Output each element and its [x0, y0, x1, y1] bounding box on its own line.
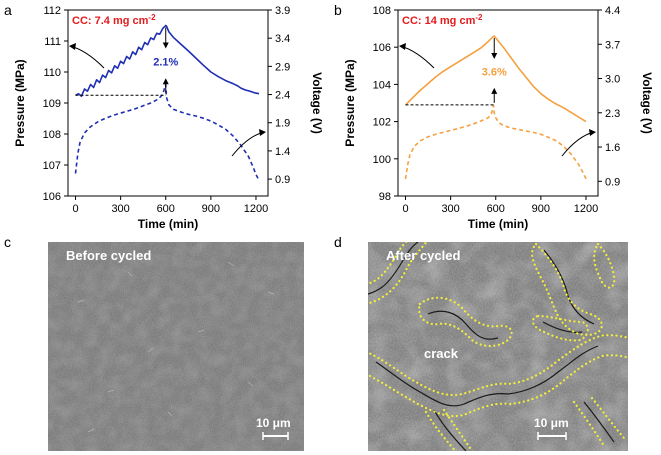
chart-b: 0 300 600 900 1200 98 100 102 104 106 108 0.9 1.6 2.3… — [343, 5, 654, 231]
chart-a-xtick-label: 900 — [202, 203, 220, 215]
chart-a-pointer-right-head — [259, 129, 266, 136]
chart-a-y2label: Voltage (V) — [310, 72, 324, 134]
panel-letter-d: d — [334, 234, 342, 250]
scalebar-label-c: 10 μm — [256, 416, 291, 430]
chart-b-xtick-label: 0 — [402, 203, 408, 215]
chart-a-xtick-label: 1200 — [244, 203, 268, 215]
chart-b-xlabel: Time (min) — [468, 217, 528, 231]
sem-label-crack: crack — [424, 346, 458, 361]
chart-a-y2tick-label: 3.9 — [275, 5, 290, 17]
chart-a-delta-arrowhead-up — [162, 78, 169, 85]
chart-a-y2tick-label: 3.4 — [275, 33, 290, 45]
chart-a-ytick-label: 112 — [43, 5, 61, 17]
chart-a-ytick-label: 107 — [43, 160, 61, 172]
chart-a-ylabel: Pressure (MPa) — [13, 59, 27, 146]
chart-b-y2label: Voltage (V) — [640, 72, 654, 134]
chart-a-y2tick-label: 2.4 — [275, 90, 290, 102]
chart-b-y2tick-label: 3.0 — [605, 74, 620, 86]
chart-a-series-pressure — [75, 24, 260, 97]
sem-image-after: After cycled crack 10 μm — [368, 242, 628, 451]
panel-letter-b: b — [334, 2, 342, 18]
chart-b-pointer-left-head — [399, 43, 406, 50]
chart-a-cc-label: CC: 7.4 mg cm-2 — [72, 13, 156, 27]
chart-b-pointer-right-head — [589, 129, 596, 136]
chart-a-ytick-label: 108 — [43, 129, 61, 141]
chart-a-pointer-right — [231, 131, 265, 157]
chart-b-y2tick-label: 4.4 — [605, 5, 620, 17]
chart-a-y2tick-label: 1.9 — [275, 118, 290, 130]
chart-a-cc-sup: -2 — [148, 13, 156, 22]
chart-a-y2tick-label: 1.4 — [275, 146, 290, 158]
chart-b-pointer-right — [561, 131, 595, 157]
chart-a-xtick-label: 0 — [72, 203, 78, 215]
crack-outlines — [368, 242, 628, 451]
chart-a-pointer-left-head — [69, 43, 76, 50]
chart-b-xtick-label: 900 — [532, 203, 550, 215]
chart-a-ytick-label: 106 — [43, 191, 61, 203]
chart-b-xtick-label: 300 — [441, 203, 459, 215]
chart-a-delta-arrowhead — [162, 42, 169, 49]
sem-label-before: Before cycled — [66, 248, 152, 263]
chart-b-y2tick-label: 2.3 — [605, 108, 620, 120]
chart-b-ytick-label: 100 — [373, 154, 391, 166]
chart-b-cc-label: CC: 14 mg cm-2 — [402, 13, 483, 27]
chart-a-series-voltage — [74, 83, 260, 181]
chart-b-ytick-label: 98 — [379, 191, 391, 203]
chart-b-ylabel: Pressure (MPa) — [343, 59, 357, 146]
chart-b-y2tick-label: 1.6 — [605, 142, 620, 154]
chart-b-delta-arrowhead-up — [491, 87, 498, 94]
chart-b-y2tick-label: 3.7 — [605, 39, 620, 51]
chart-b-series-voltage — [404, 104, 587, 180]
chart-a-ytick-label: 109 — [43, 98, 61, 110]
chart-b-ytick-label: 102 — [373, 117, 391, 129]
chart-a-xlabel: Time (min) — [138, 217, 198, 231]
chart-b-xtick-label: 600 — [487, 203, 505, 215]
chart-b-ytick-label: 108 — [373, 5, 391, 17]
chart-a-ytick-label: 111 — [44, 36, 61, 48]
chart-a-frame — [67, 9, 269, 197]
chart-b-frame — [397, 9, 599, 197]
chart-b-ytick-label: 106 — [373, 42, 391, 54]
chart-b-delta-arrowhead — [491, 53, 498, 60]
chart-a-delta-label: 2.1% — [153, 56, 178, 68]
chart-b-pointer-left — [399, 45, 435, 69]
chart-a-ytick-label: 110 — [43, 67, 61, 79]
chart-a-xtick-label: 300 — [111, 203, 129, 215]
chart-b-delta-label: 3.6% — [482, 66, 507, 78]
chart-b-series-pressure — [404, 35, 587, 123]
scalebar-label-d: 10 μm — [534, 416, 569, 430]
panel-letter-c: c — [4, 234, 11, 250]
chart-a-xtick-label: 600 — [157, 203, 175, 215]
chart-a-y2tick-label: 2.9 — [275, 61, 290, 73]
chart-b-xtick-label: 1200 — [574, 203, 598, 215]
chart-a: 0 300 600 900 1200 106 107 108 109 110 111 112 0.9 1.… — [13, 5, 324, 231]
chart-b-ytick-label: 104 — [373, 79, 391, 91]
chart-b-cc-sup: -2 — [475, 13, 483, 22]
panel-letter-a: a — [4, 2, 12, 18]
sem-texture-after — [368, 242, 628, 451]
chart-b-y2tick-label: 0.9 — [605, 176, 620, 188]
sem-image-before: Before cycled 10 μm — [48, 242, 304, 451]
crack-lines — [368, 242, 615, 451]
sem-texture-before — [48, 242, 304, 451]
sem-label-after: After cycled — [386, 248, 461, 263]
chart-a-y2tick-label: 0.9 — [275, 174, 290, 186]
